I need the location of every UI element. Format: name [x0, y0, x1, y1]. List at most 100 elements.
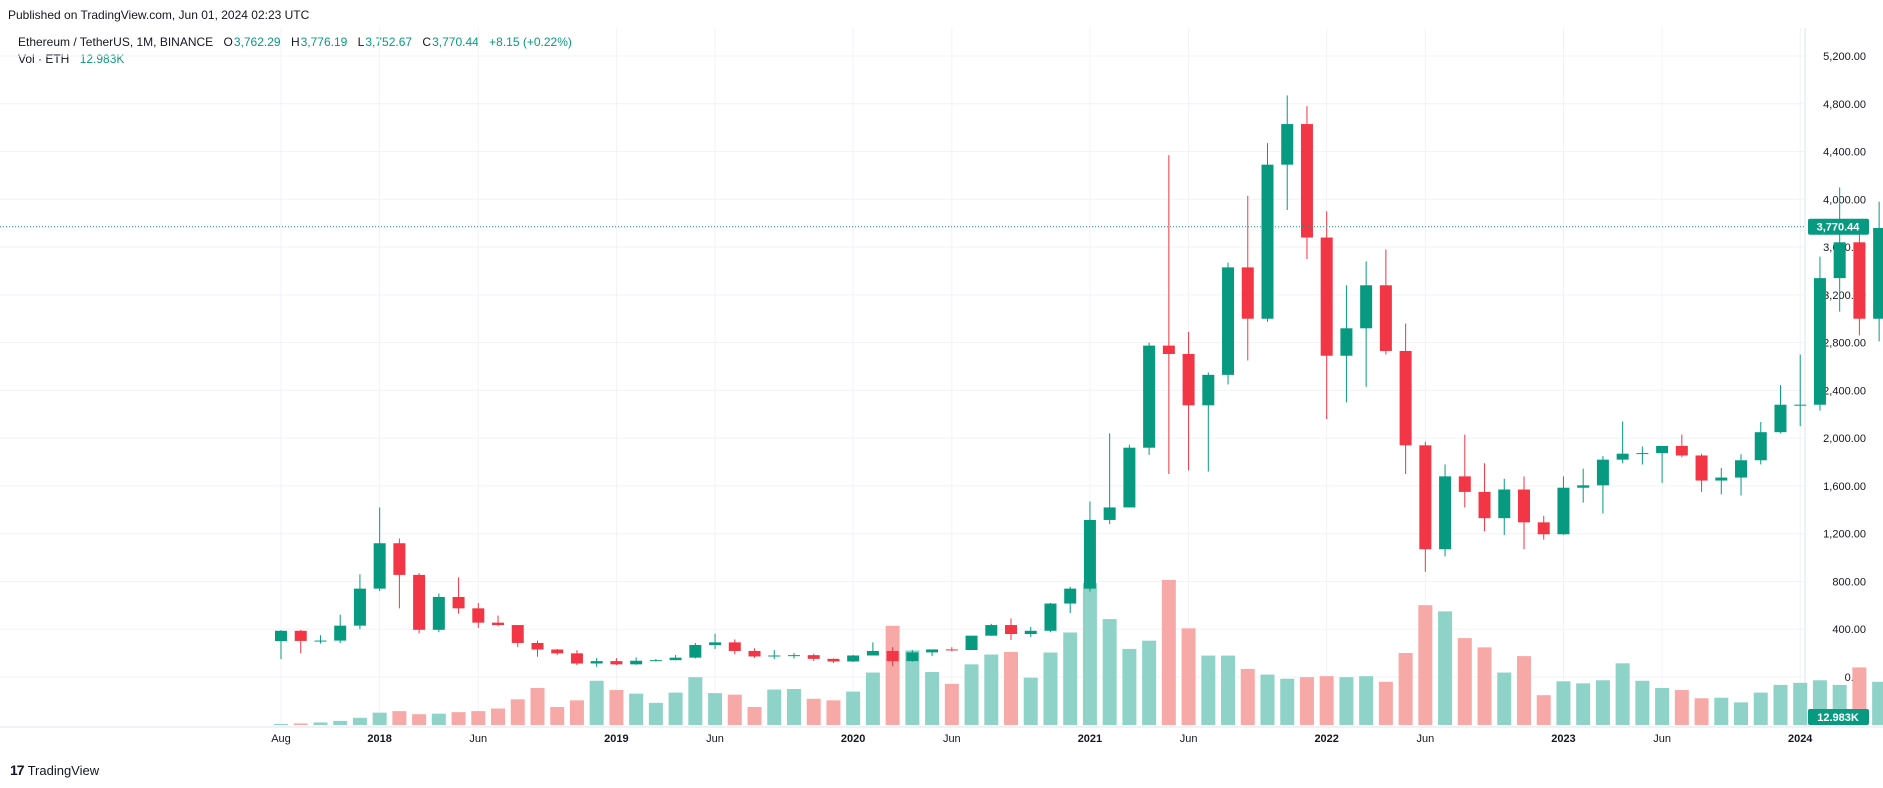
volume-bar — [727, 694, 742, 725]
volume-bar — [1477, 647, 1492, 725]
volume-bar — [747, 707, 762, 725]
candle-body — [728, 642, 741, 651]
volume-bar — [1655, 687, 1670, 725]
volume-bar — [846, 691, 861, 725]
time-tick-label: Jun — [1180, 733, 1198, 745]
volume-bar — [984, 654, 999, 725]
volume-bar — [333, 720, 348, 725]
price-tick-label: 4,800.00 — [1823, 99, 1866, 111]
volume-bar — [806, 698, 821, 725]
candle-body — [590, 661, 603, 664]
volume-bar — [1181, 628, 1196, 725]
candle-body — [1064, 588, 1077, 604]
candle-body — [1439, 476, 1452, 550]
volume-bar — [1023, 677, 1038, 725]
price-tick-label: 400.00 — [1832, 624, 1866, 636]
candle-body — [570, 653, 583, 664]
volume-bar — [1299, 677, 1314, 725]
candle-body — [1024, 630, 1037, 635]
candle-body — [1596, 459, 1609, 486]
volume-bar — [1339, 677, 1354, 725]
price-tick-label: 4,000.00 — [1823, 194, 1866, 206]
candle-body — [511, 625, 524, 643]
tradingview-logo-icon: 17 — [10, 762, 25, 778]
volume-bar — [668, 692, 683, 725]
candle-body — [787, 655, 800, 657]
candle-body — [452, 596, 465, 609]
volume-bar — [1576, 683, 1591, 725]
candle-body — [807, 655, 820, 659]
price-tick-label: 5,200.00 — [1823, 51, 1866, 63]
candle-body — [413, 574, 426, 630]
volume-bar — [1457, 638, 1472, 725]
low-value: 3,752.67 — [365, 35, 413, 49]
volume-bar — [1694, 698, 1709, 725]
candle-body — [492, 622, 505, 626]
time-tick-label: Jun — [469, 733, 487, 745]
candle-body — [1813, 278, 1826, 405]
price-tick-label: 1,200.00 — [1823, 529, 1866, 541]
candle-body — [886, 650, 899, 662]
time-tick-label: 2021 — [1078, 733, 1102, 745]
candle-body — [1557, 487, 1570, 535]
volume-bar — [313, 722, 328, 725]
candle-body — [1853, 242, 1866, 319]
volume-bar — [530, 687, 545, 725]
volume-bar — [905, 650, 920, 725]
candle-body — [1261, 164, 1274, 319]
volume-bar — [1753, 692, 1768, 725]
open-value: 3,762.29 — [233, 35, 281, 49]
volume-bar — [609, 690, 624, 725]
candle-body — [275, 630, 287, 642]
candle-body — [472, 608, 485, 623]
close-value: 3,770.44 — [432, 35, 479, 49]
price-tick-label: 2,000.00 — [1823, 433, 1866, 445]
published-caption: Published on TradingView.com, Jun 01, 20… — [8, 8, 310, 22]
volume-bar — [1004, 651, 1019, 725]
last-price-badge — [1808, 218, 1869, 235]
close-label: C — [422, 35, 432, 49]
candle-body — [1222, 267, 1235, 375]
candle-body — [926, 649, 939, 653]
time-tick-label: 2022 — [1314, 733, 1338, 745]
volume-bar — [688, 677, 703, 725]
volume-bar — [826, 700, 841, 725]
candle-body — [768, 655, 781, 657]
candle-body — [1320, 237, 1333, 356]
candle-body — [1300, 124, 1313, 238]
ohlc-legend-row: Ethereum / TetherUS, 1M, BINANCE O3,762.… — [18, 34, 573, 51]
candle-body — [1182, 353, 1195, 406]
volume-bar — [1714, 697, 1729, 725]
volume-bar — [1142, 640, 1157, 725]
candle-body — [630, 660, 643, 665]
brand-footer: 17 TradingView — [10, 762, 99, 778]
volume-bar — [293, 723, 308, 725]
volume-bar — [1082, 583, 1097, 725]
candle-body — [1083, 519, 1096, 589]
candle-body — [1360, 285, 1373, 329]
volume-bar — [1260, 674, 1275, 725]
candle-body — [373, 543, 386, 589]
candle-body — [1241, 267, 1254, 319]
time-tick-label: Jun — [1653, 733, 1671, 745]
candle-body — [432, 596, 445, 630]
candle-body — [985, 625, 998, 636]
symbol-label[interactable]: Ethereum / TetherUS, 1M, BINANCE — [18, 35, 214, 49]
candle-body — [1458, 476, 1471, 492]
volume-bar — [1615, 663, 1630, 725]
volume-bar — [1418, 605, 1433, 725]
candle-body — [669, 657, 682, 661]
candle-body — [353, 588, 366, 626]
last-price-label: 3,770.44 — [1817, 222, 1861, 234]
candle-body — [1636, 453, 1649, 455]
candle-body — [1281, 124, 1294, 165]
volume-bar — [352, 717, 367, 725]
candle-body — [1577, 485, 1590, 488]
time-tick-label: 2024 — [1788, 733, 1813, 745]
volume-badge — [1808, 709, 1869, 725]
volume-bar — [1497, 672, 1512, 725]
change-value: +8.15 (+0.22%) — [489, 35, 572, 49]
high-value: 3,776.19 — [300, 35, 348, 49]
candle-body — [1656, 445, 1669, 454]
